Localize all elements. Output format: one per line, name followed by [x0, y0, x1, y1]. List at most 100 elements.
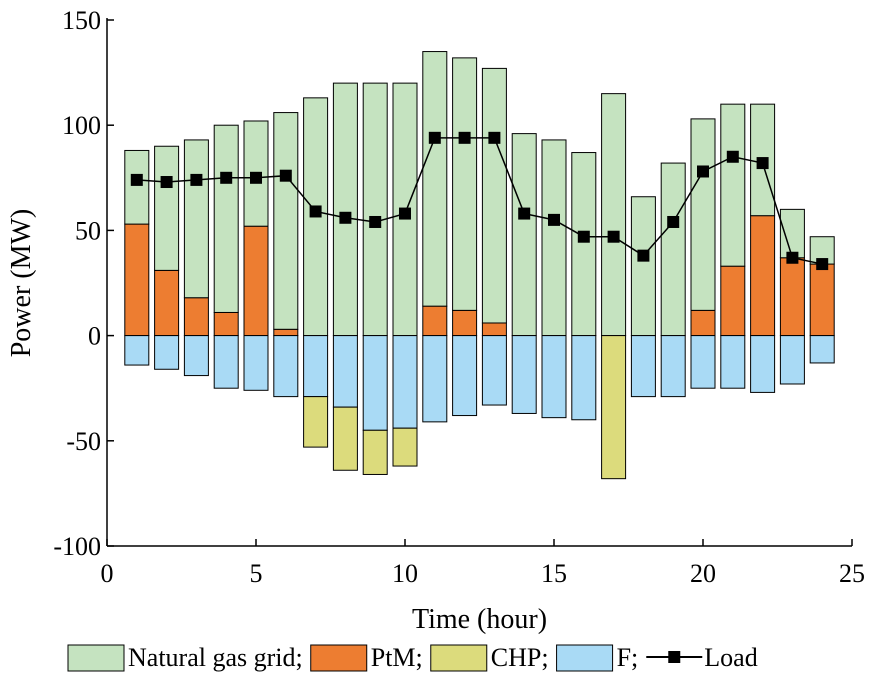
bar-f-15 [541, 335, 567, 419]
load-point-1 [130, 173, 143, 186]
bar-natural-gas-grid-14 [511, 133, 537, 337]
load-point-15 [548, 213, 560, 226]
bar-f-11 [422, 335, 448, 423]
bar-ptm-4 [213, 311, 239, 337]
load-line-layer [130, 131, 829, 271]
bar-ptm-22 [750, 215, 776, 337]
bar-f-18 [630, 335, 656, 398]
bar-ptm-3 [183, 297, 209, 337]
bar-natural-gas-grid-15 [541, 139, 567, 337]
bar-ptm-5 [243, 225, 269, 337]
bar-chp-8 [332, 406, 358, 471]
bar-natural-gas-grid-11 [422, 51, 448, 307]
x-tick-label-25: 25 [839, 559, 865, 588]
legend-marker-swatch [668, 651, 681, 663]
bar-f-1 [124, 335, 150, 366]
x-tick-label-20: 20 [690, 559, 716, 588]
bar-chp-7 [303, 396, 329, 448]
bar-f-2 [154, 335, 180, 370]
bar-f-12 [452, 335, 478, 417]
bar-ptm-12 [452, 309, 478, 337]
bar-f-20 [690, 335, 716, 389]
legend-item-chp: CHP; [430, 643, 549, 672]
load-point-16 [577, 230, 590, 243]
bar-f-13 [481, 335, 507, 406]
load-point-12 [458, 131, 471, 144]
load-point-2 [160, 176, 173, 189]
load-point-18 [637, 249, 650, 262]
bar-natural-gas-grid-18 [630, 196, 656, 337]
load-point-5 [250, 171, 262, 184]
bar-natural-gas-grid-12 [452, 57, 478, 311]
bar-ptm-21 [720, 265, 746, 337]
y-tick-label--50: -50 [66, 427, 101, 456]
y-tick-label-150: 150 [62, 6, 101, 35]
legend-label: F; [617, 643, 639, 672]
x-tick-label-0: 0 [101, 559, 114, 588]
load-point-19 [667, 215, 680, 228]
load-point-21 [726, 150, 739, 163]
legend-swatch [310, 644, 368, 672]
legend-label: PtM; [371, 643, 423, 672]
axes-layer: -100 -50 0 50 100 150 0 5 10 15 20 25 [53, 6, 865, 588]
bar-natural-gas-grid-2 [154, 145, 180, 271]
load-point-20 [697, 165, 709, 178]
load-line [136, 137, 823, 265]
bar-ptm-24 [809, 263, 835, 337]
bar-f-7 [303, 335, 329, 398]
legend-label: CHP; [491, 643, 549, 672]
bar-chp-10 [392, 427, 418, 467]
y-tick-label-100: 100 [62, 111, 101, 140]
load-point-6 [279, 169, 292, 182]
legend: Natural gas grid; PtM; CHP; F; Load [67, 643, 758, 672]
bar-natural-gas-grid-13 [481, 67, 507, 324]
bar-f-21 [720, 335, 746, 389]
bar-ptm-6 [273, 328, 299, 337]
bars-layer [124, 51, 835, 480]
bar-natural-gas-grid-3 [183, 139, 209, 299]
bar-f-24 [809, 335, 835, 364]
bar-f-19 [660, 335, 686, 398]
bar-natural-gas-grid-4 [213, 124, 239, 313]
bar-natural-gas-grid-8 [332, 82, 358, 337]
bar-ptm-13 [481, 322, 507, 337]
load-point-13 [488, 131, 501, 144]
x-tick-label-10: 10 [392, 559, 418, 588]
bar-ptm-1 [124, 223, 150, 337]
bar-natural-gas-grid-21 [720, 103, 746, 267]
load-point-3 [190, 173, 203, 186]
legend-label: Natural gas grid; [128, 643, 303, 672]
bar-f-5 [243, 335, 269, 391]
bar-natural-gas-grid-20 [690, 118, 716, 311]
bar-ptm-2 [154, 269, 180, 337]
bar-chp-9 [362, 429, 388, 475]
load-point-11 [428, 131, 441, 144]
bar-ptm-20 [690, 309, 716, 337]
bar-ptm-11 [422, 305, 448, 337]
bar-natural-gas-grid-9 [362, 82, 388, 337]
bar-f-23 [779, 335, 805, 385]
load-point-14 [518, 207, 531, 220]
bar-natural-gas-grid-16 [571, 152, 597, 337]
bar-natural-gas-grid-1 [124, 149, 150, 225]
bar-f-8 [332, 335, 358, 408]
load-point-9 [369, 215, 382, 228]
x-tick-label-5: 5 [250, 559, 263, 588]
x-axis-title: Time (hour) [412, 604, 547, 635]
legend-swatch [556, 644, 614, 672]
bar-f-3 [183, 335, 209, 377]
load-point-22 [756, 157, 769, 170]
bar-f-16 [571, 335, 597, 421]
legend-item-ptm: PtM; [310, 643, 423, 672]
bar-chp-17 [601, 335, 627, 480]
y-tick-label-50: 50 [75, 216, 101, 245]
bar-f-22 [750, 335, 776, 393]
load-point-24 [816, 258, 829, 271]
load-point-8 [339, 211, 352, 224]
bar-ptm-23 [779, 257, 805, 337]
load-point-4 [220, 171, 233, 184]
bar-f-4 [213, 335, 239, 389]
load-point-7 [309, 205, 322, 218]
